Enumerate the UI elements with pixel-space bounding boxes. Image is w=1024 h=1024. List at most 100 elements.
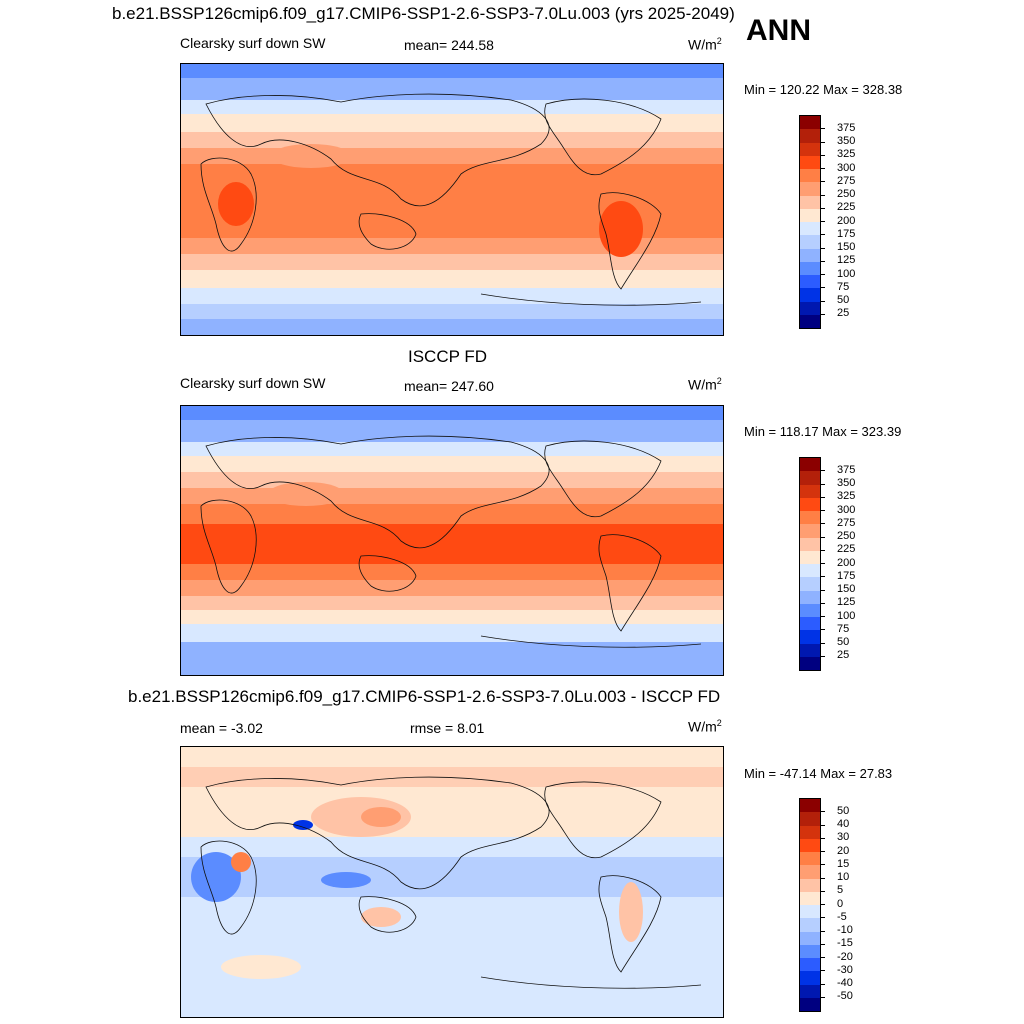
panel1-colorbar-swatches: [799, 115, 821, 329]
panel3-colorbar: 50 40 30 20 15 10 5 0 -5 -10 -15 -20 -30 -40 -50: [799, 798, 853, 1012]
colorbar-swatch: [800, 931, 820, 945]
colorbar-label: 350: [837, 477, 856, 489]
colorbar-tick: [821, 207, 825, 209]
colorbar-label: 275: [837, 174, 856, 187]
colorbar-tick: [821, 181, 825, 183]
panel3-title: b.e21.BSSP126cmip6.f09_g17.CMIP6-SSP1-2.…: [128, 687, 721, 706]
colorbar-label: 15: [837, 857, 850, 870]
colorbar-tick: [821, 510, 825, 511]
colorbar-tick: [821, 602, 825, 604]
panel2-colorbar: 375 350 325 300 275 250 225 200 175 150 125 100 75 50…: [799, 457, 855, 671]
colorbar-label: -10: [837, 924, 853, 936]
colorbar-label: 125: [837, 596, 856, 609]
colorbar-tick: [821, 483, 825, 485]
colorbar-tick: [821, 549, 825, 551]
colorbar-swatch: [800, 656, 820, 670]
colorbar-swatch: [800, 865, 820, 879]
colorbar-tick: [821, 128, 825, 130]
colorbar-tick: [821, 536, 825, 538]
colorbar-tick: [821, 877, 825, 879]
colorbar-tick: [821, 930, 825, 932]
colorbar-tick: [821, 221, 825, 222]
colorbar-swatch: [800, 617, 820, 631]
colorbar-swatch: [800, 142, 820, 156]
colorbar-tick: [821, 970, 825, 972]
colorbar-swatch: [800, 944, 820, 958]
colorbar-label: -20: [837, 950, 853, 963]
colorbar-tick: [821, 904, 825, 905]
colorbar-swatch: [800, 288, 820, 302]
colorbar-label: 100: [837, 609, 856, 622]
colorbar-label: 325: [837, 148, 856, 161]
panel1-title: b.e21.BSSP126cmip6.f09_g17.CMIP6-SSP1-2.…: [112, 4, 735, 23]
panel1-map: [180, 63, 724, 336]
colorbar-tick: [821, 523, 825, 525]
colorbar-label: 75: [837, 280, 850, 293]
colorbar-label: -5: [837, 910, 847, 923]
panel3-rmse: rmse = 8.01: [410, 720, 485, 736]
colorbar-label: 150: [837, 583, 856, 595]
colorbar-label: -40: [837, 977, 853, 989]
colorbar-swatch: [800, 169, 820, 183]
colorbar-swatch: [800, 852, 820, 866]
colorbar-label: -15: [837, 937, 853, 950]
colorbar-swatch: [800, 958, 820, 972]
panel2-units: W/m2: [688, 376, 722, 393]
colorbar-swatch: [800, 208, 820, 222]
colorbar-tick: [821, 957, 825, 958]
panel2-variable: Clearsky surf down SW: [180, 375, 326, 391]
colorbar-swatch: [800, 275, 820, 289]
colorbar-label: 375: [837, 121, 856, 134]
colorbar-swatch: [800, 984, 820, 998]
colorbar-tick: [821, 154, 825, 156]
colorbar-tick: [821, 274, 825, 275]
colorbar-swatch: [800, 511, 820, 525]
colorbar-swatch: [800, 971, 820, 985]
panel1-mean: mean= 244.58: [404, 37, 494, 53]
colorbar-swatch: [800, 643, 820, 657]
panel1-variable: Clearsky surf down SW: [180, 35, 326, 51]
colorbar-swatch: [800, 261, 820, 275]
colorbar-swatch: [800, 878, 820, 892]
panel2-map-svg: [181, 406, 723, 675]
colorbar-tick: [821, 642, 825, 644]
panel3-colorbar-swatches: [799, 798, 821, 1012]
colorbar-label: 150: [837, 241, 856, 253]
colorbar-label: 25: [837, 649, 850, 662]
colorbar-label: 225: [837, 543, 856, 556]
colorbar-tick: [821, 247, 825, 249]
colorbar-swatch: [800, 248, 820, 262]
colorbar-tick: [821, 300, 825, 302]
colorbar-label: 250: [837, 530, 856, 542]
colorbar-label: 250: [837, 188, 856, 200]
panel1-minmax: Min = 120.22 Max = 328.38: [744, 82, 903, 97]
colorbar-swatch: [800, 524, 820, 538]
colorbar-tick: [821, 287, 825, 289]
panel3-mean: mean = -3.02: [180, 720, 263, 736]
colorbar-tick: [821, 864, 825, 866]
colorbar-swatch: [800, 918, 820, 932]
colorbar-tick: [821, 616, 825, 617]
panel2-title: ISCCP FD: [408, 347, 488, 366]
colorbar-label: 25: [837, 307, 850, 320]
colorbar-swatch: [800, 155, 820, 169]
colorbar-label: 10: [837, 871, 850, 883]
colorbar-tick: [821, 260, 825, 262]
panel3-units: W/m2: [688, 718, 722, 735]
colorbar-swatch: [800, 590, 820, 604]
colorbar-tick: [821, 141, 825, 143]
colorbar-label: 20: [837, 844, 850, 857]
colorbar-swatch: [800, 471, 820, 485]
colorbar-tick: [821, 589, 825, 591]
colorbar-swatch: [800, 812, 820, 826]
colorbar-label: 300: [837, 161, 856, 174]
colorbar-swatch: [800, 235, 820, 249]
colorbar-swatch: [800, 497, 820, 511]
colorbar-swatch: [800, 825, 820, 839]
panel2-map: [180, 405, 724, 676]
colorbar-label: -50: [837, 990, 853, 1003]
colorbar-label: 175: [837, 569, 856, 582]
colorbar-tick: [821, 629, 825, 631]
colorbar-swatch: [800, 129, 820, 143]
colorbar-tick: [821, 851, 825, 852]
